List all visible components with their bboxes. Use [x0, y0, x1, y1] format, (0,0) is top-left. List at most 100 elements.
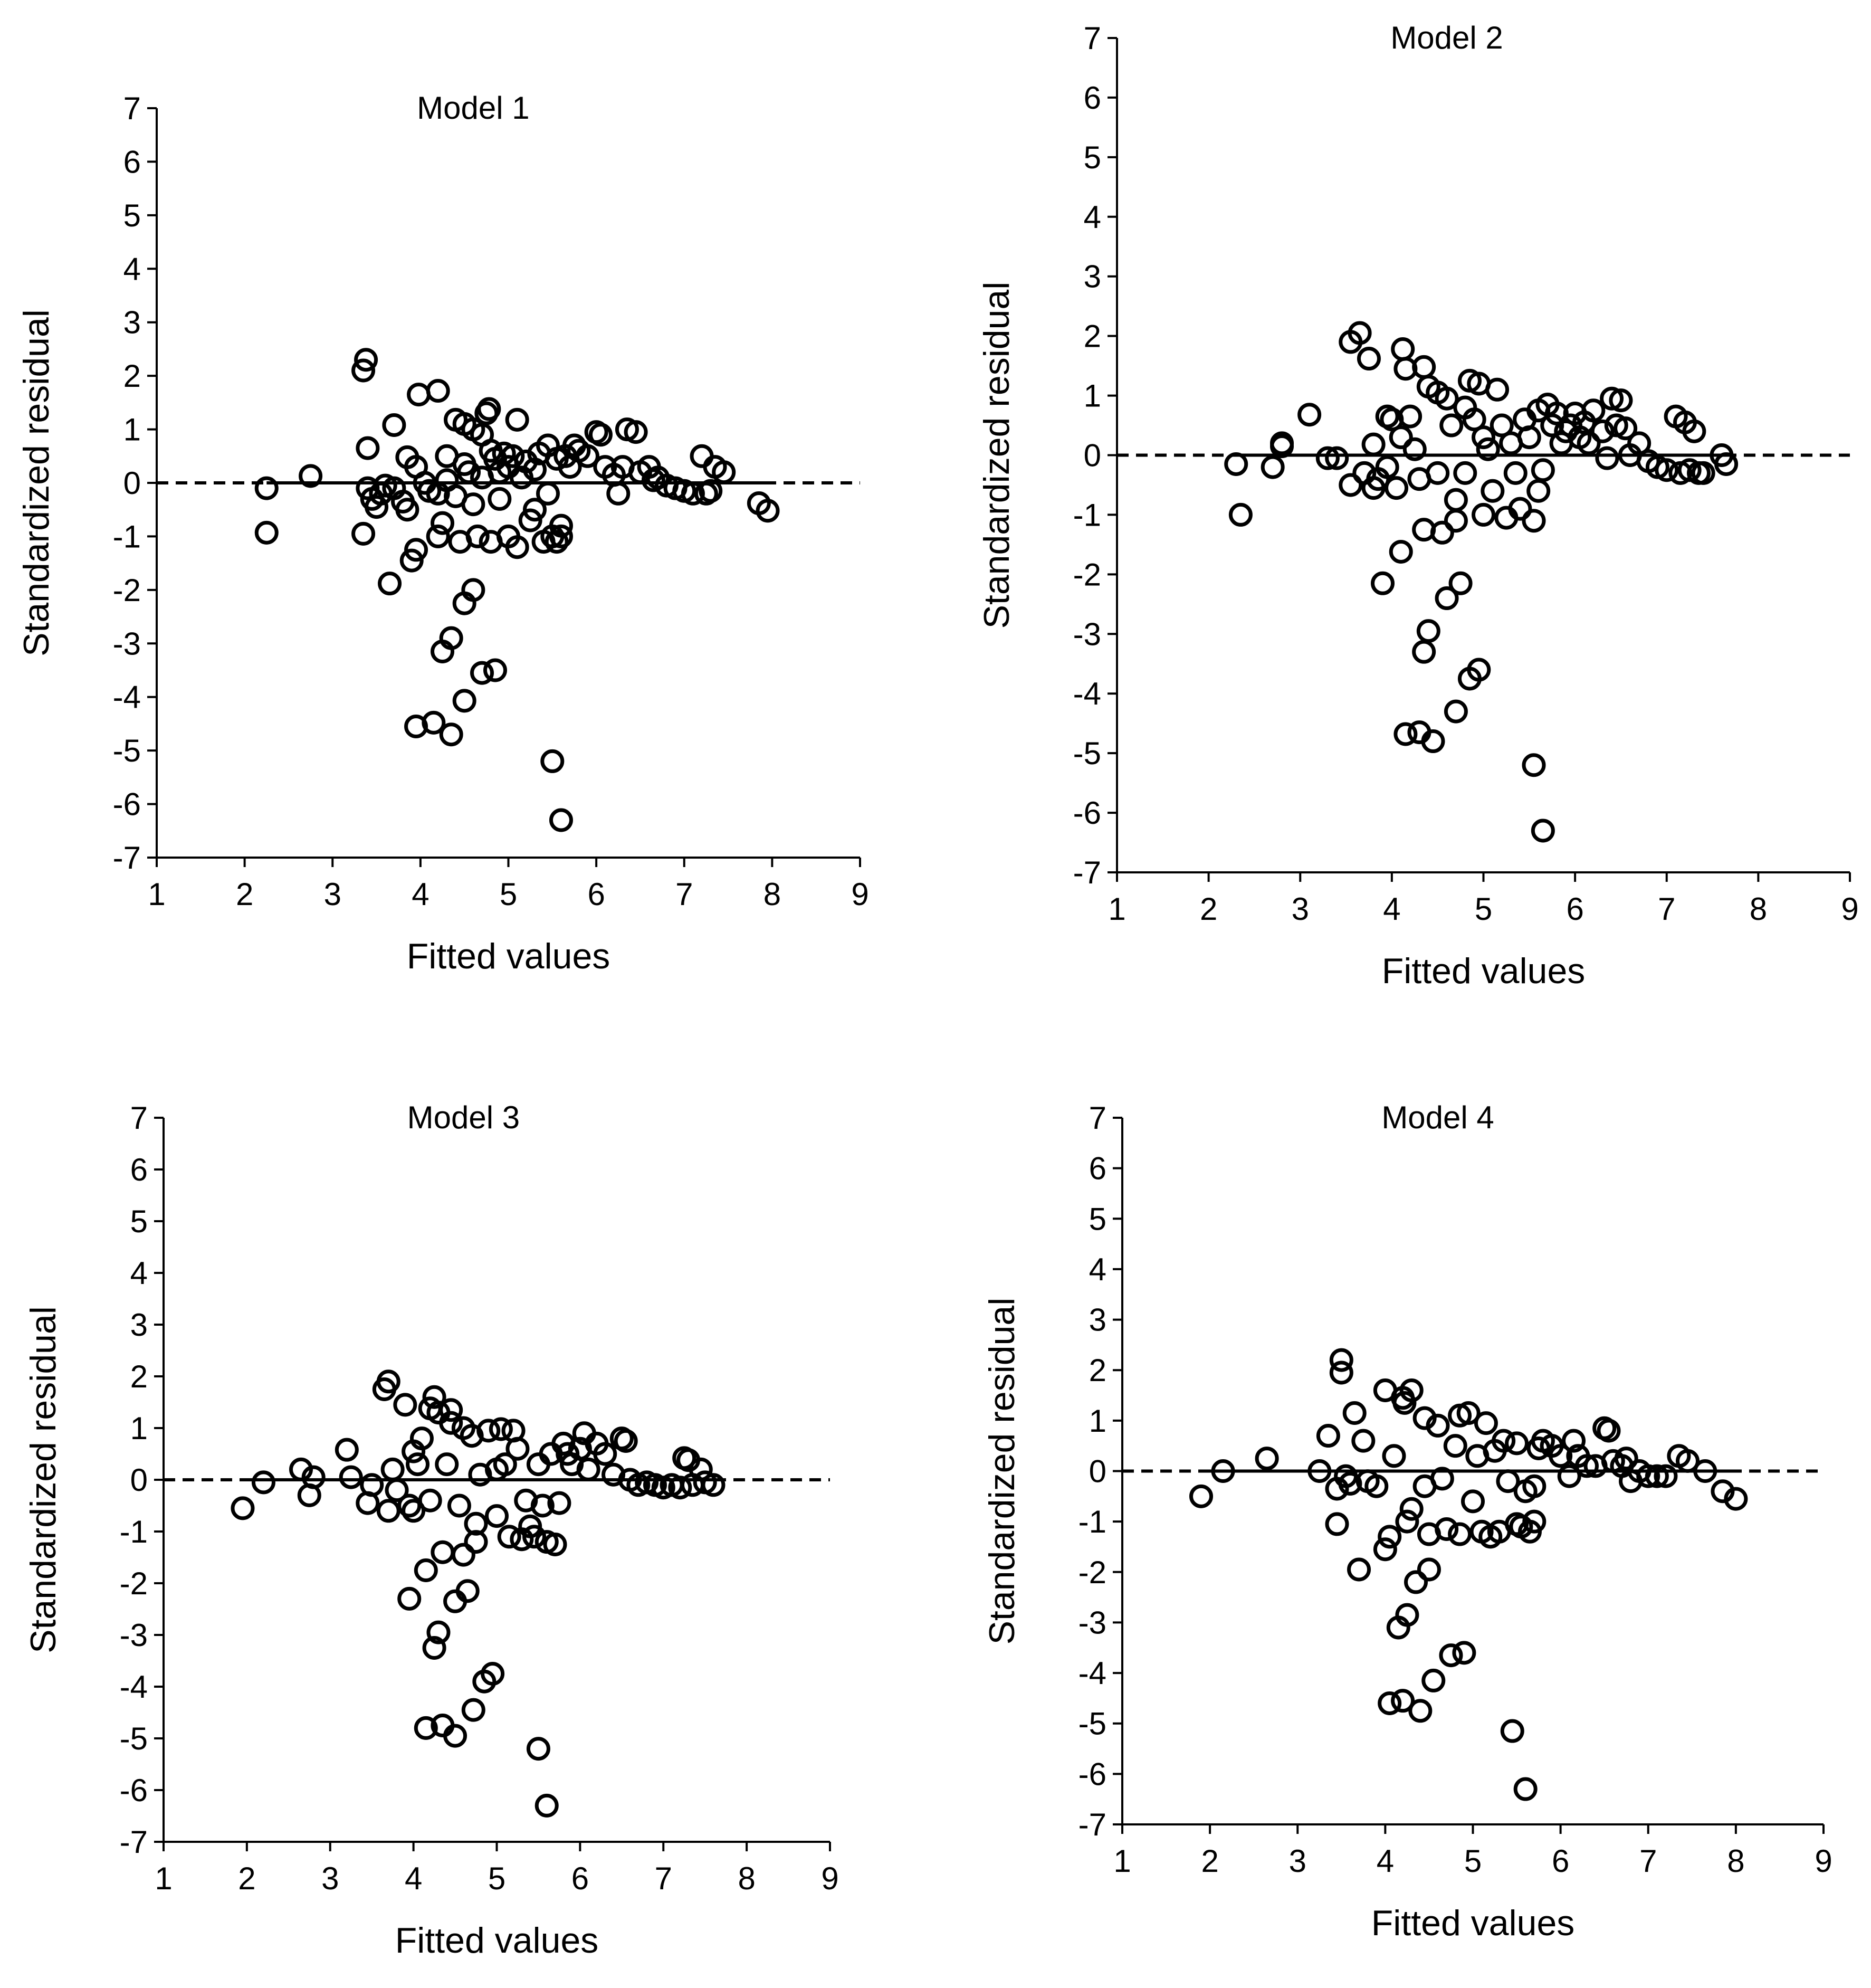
data-point [1338, 1471, 1362, 1496]
data-point [1711, 1479, 1735, 1504]
data-point [1600, 386, 1624, 411]
data-point [439, 1411, 463, 1435]
data-point [1503, 461, 1528, 485]
y-tick-label: 6 [123, 144, 141, 179]
data-point [426, 1620, 451, 1644]
y-tick-label: -1 [1078, 1504, 1106, 1539]
data-point [1391, 337, 1415, 361]
data-point [690, 444, 714, 468]
y-tick-label: -7 [1073, 855, 1101, 890]
data-point [457, 460, 481, 484]
x-tick-label: 7 [675, 877, 693, 912]
y-tick-label: 3 [1089, 1302, 1106, 1338]
y-tick-label: -2 [120, 1566, 148, 1601]
data-point [335, 1438, 359, 1462]
data-point [1435, 586, 1459, 611]
data-point [402, 1499, 426, 1523]
x-axis-title: Fitted values [395, 1920, 599, 1961]
data-point [1472, 425, 1495, 450]
data-point [1408, 1699, 1433, 1723]
data-point [1393, 722, 1418, 746]
y-tick-label: -2 [113, 573, 141, 608]
data-point [464, 1511, 488, 1536]
data-point [536, 481, 560, 506]
data-point [1453, 461, 1477, 485]
data-point [1435, 386, 1459, 411]
data-point [1526, 479, 1551, 503]
data-point [1461, 1489, 1485, 1514]
data-point [681, 481, 705, 506]
x-tick-label: 4 [405, 1861, 422, 1896]
data-point [1481, 479, 1505, 503]
y-tick-label: -3 [1073, 616, 1101, 652]
data-point [254, 520, 279, 545]
y-tick-label: -3 [113, 626, 141, 661]
y-tick-label: -7 [113, 840, 141, 876]
data-point [1513, 1777, 1538, 1801]
y-tick-label: 0 [1084, 438, 1101, 473]
data-point [1444, 699, 1468, 724]
data-point [1693, 1459, 1717, 1483]
data-point [397, 1586, 422, 1611]
x-axis-title: Fitted values [407, 936, 610, 976]
data-point [1404, 1570, 1428, 1594]
data-point [397, 1494, 422, 1518]
data-point [1255, 1447, 1279, 1471]
data-point [351, 521, 376, 546]
x-tick-label: 2 [238, 1861, 255, 1896]
data-point [1270, 434, 1294, 459]
data-point [1522, 1474, 1547, 1498]
y-tick-label: 2 [123, 358, 141, 394]
panel-title: Model 4 [1381, 1100, 1494, 1135]
data-point [1325, 446, 1349, 470]
data-point [231, 1496, 255, 1520]
y-tick-label: -4 [113, 680, 141, 715]
data-point [505, 535, 529, 559]
data-point [461, 578, 485, 602]
data-point [549, 808, 573, 832]
y-tick-label: -5 [1078, 1706, 1106, 1742]
data-point [756, 499, 780, 523]
data-point [483, 658, 508, 682]
data-point [534, 1793, 559, 1818]
data-point [606, 481, 631, 506]
data-point [1655, 458, 1679, 482]
x-tick-label: 7 [1658, 891, 1675, 927]
y-axis-title: Standardized residual [977, 282, 1017, 629]
data-point [518, 1514, 542, 1538]
data-point [1508, 497, 1532, 521]
y-tick-label: 3 [123, 305, 141, 340]
data-point [493, 1452, 517, 1477]
y-tick-label: -6 [1078, 1756, 1106, 1792]
data-point [1490, 413, 1514, 437]
data-point [476, 1419, 501, 1443]
y-tick-label: 0 [123, 465, 141, 501]
data-point [365, 495, 389, 519]
data-point [1724, 1487, 1748, 1511]
data-point [1228, 502, 1253, 527]
data-point [1522, 509, 1546, 533]
data-point [356, 476, 380, 500]
data-point [376, 1369, 400, 1394]
data-point [1351, 1429, 1376, 1453]
data-point [522, 498, 547, 522]
data-point [1325, 1512, 1349, 1536]
data-point [624, 420, 648, 444]
x-tick-label: 1 [148, 877, 165, 912]
y-tick-label: 5 [130, 1204, 148, 1239]
data-point [549, 524, 573, 548]
data-point [614, 1429, 638, 1453]
data-point [409, 1426, 434, 1451]
data-point [505, 407, 529, 432]
data-point [1691, 461, 1715, 485]
data-point [1339, 473, 1363, 497]
data-point [1574, 1454, 1599, 1478]
x-tick-label: 7 [1639, 1843, 1657, 1879]
data-point [1676, 1449, 1700, 1473]
data-point [1531, 458, 1555, 482]
data-point [1562, 1429, 1586, 1453]
data-point [1399, 1497, 1424, 1521]
data-point [547, 1491, 571, 1515]
data-point [382, 413, 406, 437]
data-point [1373, 1537, 1397, 1562]
